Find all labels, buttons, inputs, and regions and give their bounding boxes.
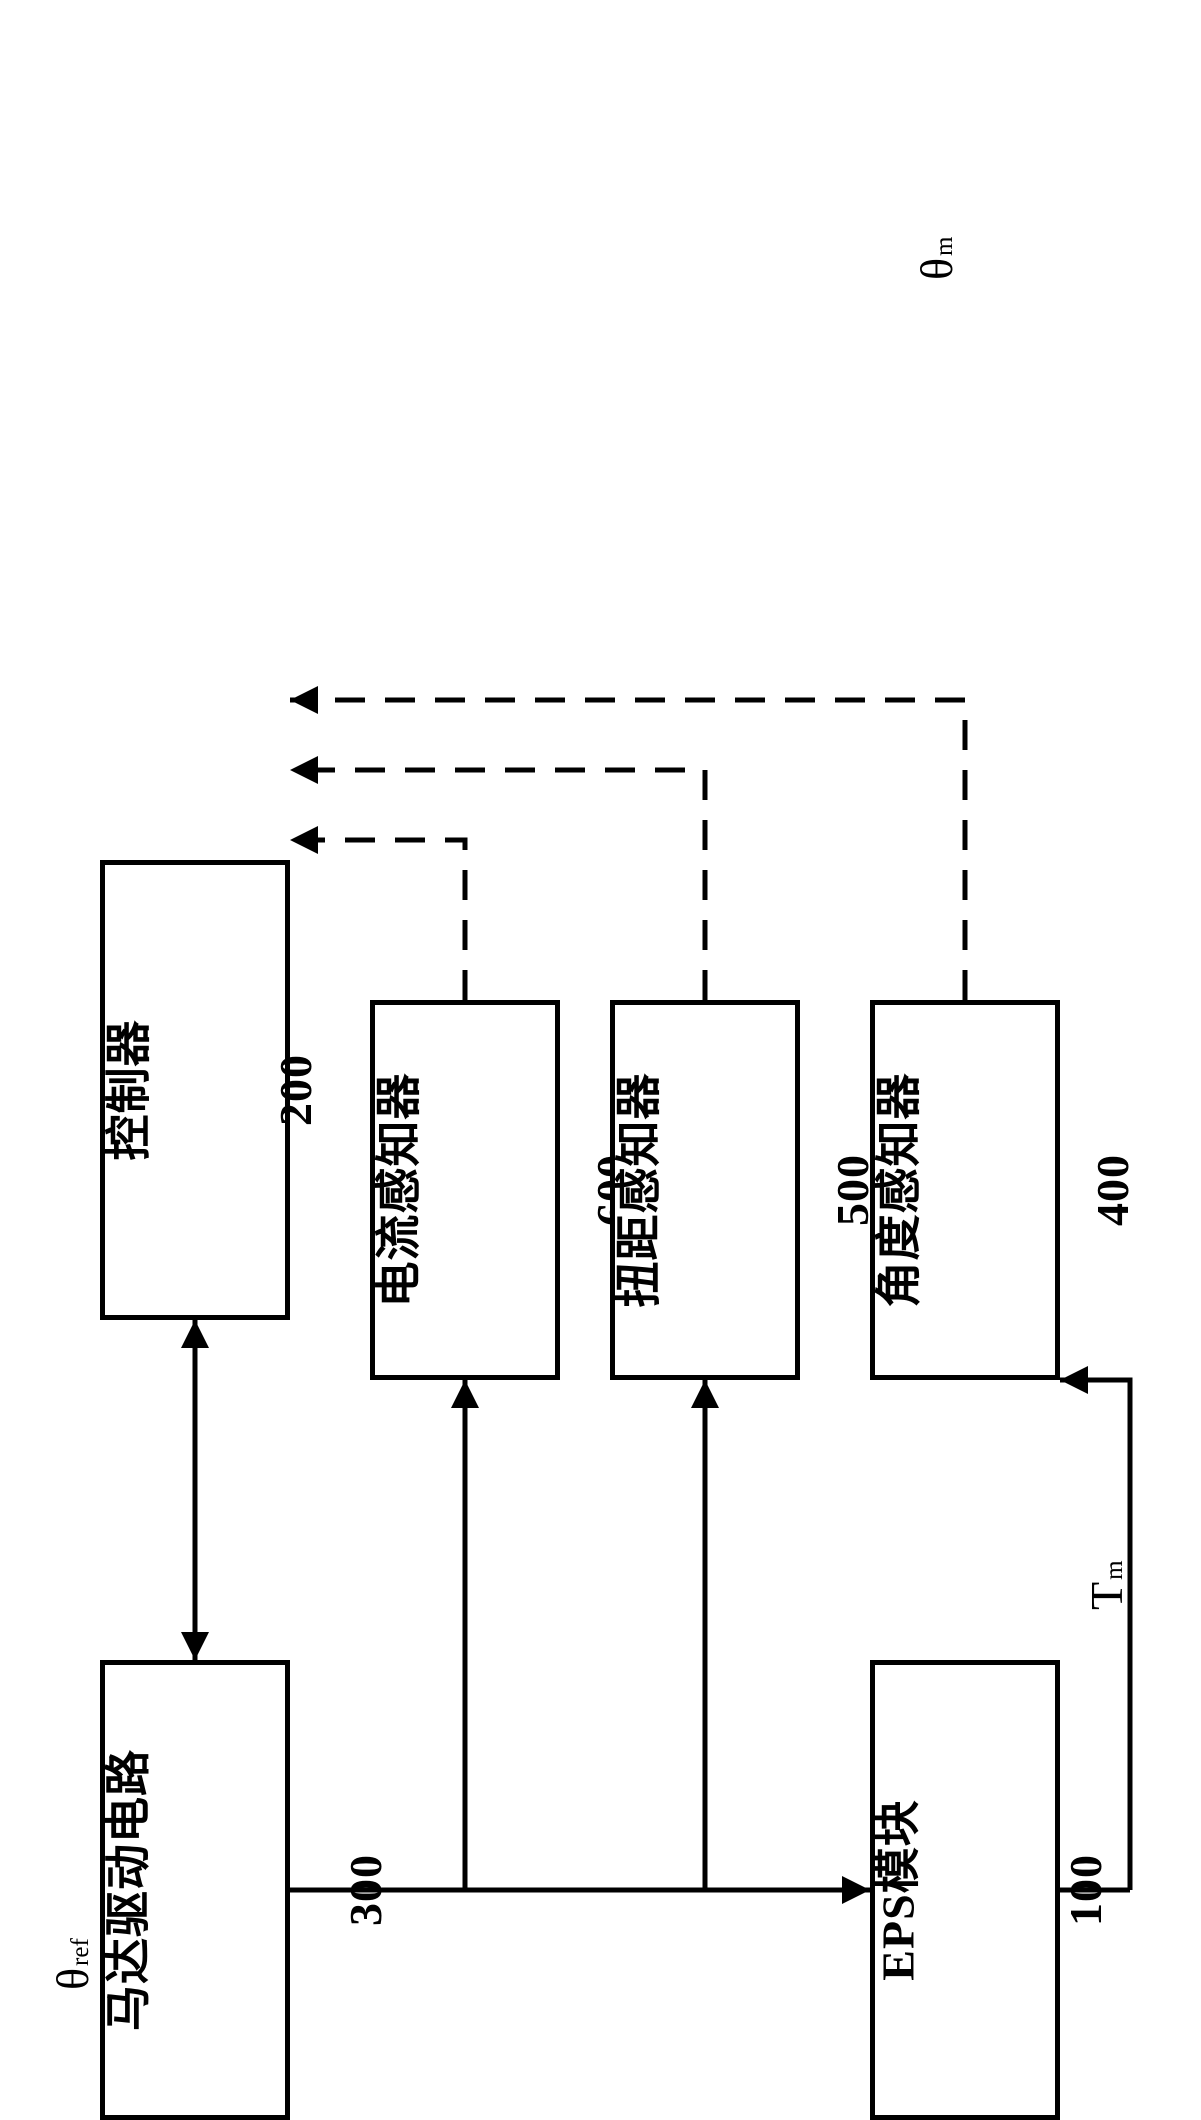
edge-angle-sensor-to-controller	[290, 700, 965, 1000]
theta-ref-base: θ	[46, 1968, 99, 1990]
t-m-label: T m	[1080, 1560, 1133, 1610]
angle-sensor-block: 角度感知器 400	[870, 1000, 1060, 1380]
theta-ref-label: θ ref	[46, 1938, 99, 1990]
theta-m-label: θ m	[910, 237, 963, 281]
torque-sensor-label-bottom: 500	[830, 1154, 876, 1226]
edge-current-sensor-to-controller	[290, 840, 465, 1000]
t-m-sub: m	[1101, 1560, 1129, 1579]
torque-sensor-block: 扭距感知器 500	[610, 1000, 800, 1380]
controller-block: 控制器 200	[100, 860, 290, 1320]
motor-driver-block: 马达驱动电路 300	[100, 1660, 290, 2120]
current-sensor-label-top: 电流感知器	[376, 1073, 422, 1308]
controller-label-bottom: 200	[273, 1054, 319, 1126]
edge-tm-junction-to-angle-sensor	[1060, 1380, 1130, 1890]
motor-driver-label-bottom: 300	[343, 1854, 389, 1926]
motor-driver-label-top: 马达驱动电路	[106, 1749, 152, 2031]
edge-torque-sensor-to-controller	[290, 770, 705, 1000]
controller-label-top: 控制器	[106, 1020, 152, 1161]
theta-ref-sub: ref	[67, 1938, 95, 1966]
angle-sensor-label-top: 角度感知器	[876, 1073, 922, 1308]
theta-m-sub: m	[931, 237, 959, 256]
current-sensor-block: 电流感知器 600	[370, 1000, 560, 1380]
angle-sensor-label-bottom: 400	[1090, 1154, 1136, 1226]
eps-label-top: EPS模块	[876, 1799, 922, 1980]
theta-m-base: θ	[910, 258, 963, 280]
eps-label-bottom: 100	[1063, 1854, 1109, 1926]
eps-block: EPS模块 100	[870, 1660, 1060, 2120]
torque-sensor-label-top: 扭距感知器	[616, 1073, 662, 1308]
t-m-base: T	[1080, 1582, 1133, 1610]
